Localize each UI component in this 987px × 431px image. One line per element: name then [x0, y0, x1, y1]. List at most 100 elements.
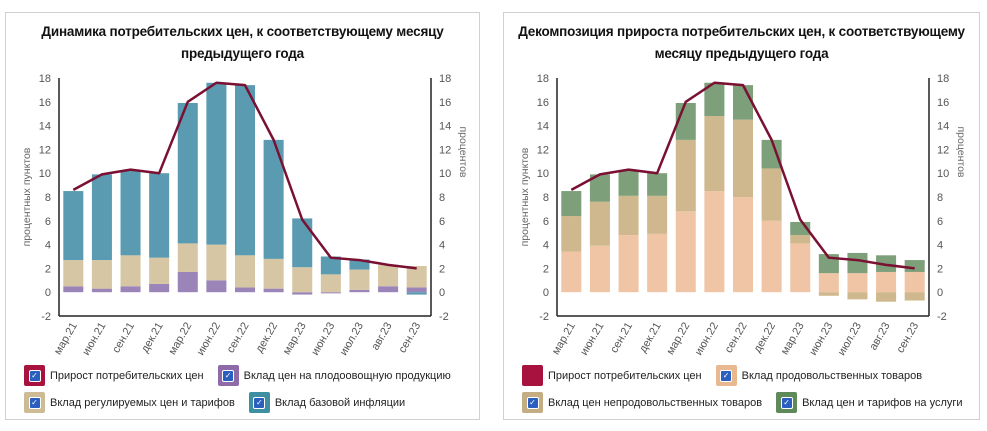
bar-segment [63, 191, 84, 261]
legend-item[interactable]: ✓ Вклад базовой инфляции [248, 392, 406, 413]
bar-segment [263, 258, 284, 289]
legend-checkbox[interactable]: ✓ [217, 365, 239, 386]
y-tick-label-left: 16 [39, 97, 51, 109]
legend-item[interactable]: ✓ Вклад продовольственных товаров [715, 365, 923, 386]
bar-segment [761, 139, 782, 169]
legend-checkbox[interactable] [522, 365, 543, 386]
legend-item[interactable]: ✓ Вклад цен непродовольственных товаров [522, 392, 762, 413]
legend-item[interactable]: Прирост потребительских цен [522, 365, 702, 386]
x-tick-label: сен.21 [110, 321, 137, 356]
legend-checkbox[interactable]: ✓ [248, 392, 270, 413]
y-tick-label-right: 4 [937, 240, 943, 252]
bar-segment [292, 218, 313, 268]
y-tick-label-right: 14 [937, 121, 949, 133]
y-tick-label-right: -2 [439, 311, 449, 323]
legend-label: Вклад продовольственных товаров [741, 369, 923, 382]
bar-segment [704, 191, 725, 293]
bar-segment [761, 168, 782, 221]
bar-segment [847, 273, 868, 293]
bar-segment [761, 220, 782, 293]
bar-segment [378, 264, 399, 287]
bar-segment [704, 82, 725, 117]
y-tick-label-left: 18 [39, 73, 51, 85]
y-tick-label-left: 0 [45, 287, 51, 299]
bar-segment [790, 243, 811, 293]
y-tick-label-right: 4 [439, 240, 445, 252]
legend-item[interactable]: ✓ Вклад цен на плодоовощную продукцию [217, 365, 451, 386]
chart-cpi-dynamics: -2 -2 0 0 2 2 4 4 6 6 8 8 10 10 12 12 14 14 16 16 18 18 процен… [21, 73, 469, 358]
x-tick-label: сен.22 [225, 321, 252, 356]
legend-label: Вклад базовой инфляции [274, 396, 406, 409]
bar-segment [234, 255, 256, 288]
bar-segment [732, 197, 754, 293]
bar-segment [589, 174, 610, 202]
legend-row: ✓ Вклад цен непродовольственных товаров ✓ В… [522, 392, 971, 413]
bar-segment [320, 292, 341, 294]
x-tick-label: июл.23 [836, 321, 864, 358]
y-tick-label-right: 18 [937, 73, 949, 85]
y-tick-label-right: 2 [937, 263, 943, 275]
x-tick-label: дек.22 [752, 321, 779, 355]
y-tick-label-left: 2 [543, 263, 549, 275]
legend-checkbox[interactable]: ✓ [715, 365, 737, 386]
y-tick-label-right: 12 [439, 144, 451, 156]
y-tick-label-left: 6 [45, 216, 51, 228]
bar-segment [234, 287, 256, 293]
bar-segment [349, 289, 370, 293]
bar-segment [91, 260, 112, 289]
y-tick-label-left: 2 [45, 263, 51, 275]
y-tick-label-left: 16 [537, 97, 549, 109]
bar-segment [349, 269, 370, 290]
legend-item[interactable]: ✓ Прирост потребительских цен [24, 365, 204, 386]
bar-segment [206, 280, 227, 293]
bar-segment [320, 256, 341, 275]
y-axis-title-right: процентов [955, 126, 967, 177]
x-tick-label: июн.21 [80, 321, 108, 358]
legend-checkbox[interactable]: ✓ [24, 392, 45, 413]
bar-segment [292, 267, 313, 293]
bar-segment [406, 287, 427, 293]
legend-label: Вклад регулируемых цен и тарифов [50, 396, 235, 409]
bar-segment [876, 292, 897, 302]
bar-segment [406, 292, 427, 295]
y-tick-label-left: 8 [543, 192, 549, 204]
bar-segment [149, 173, 170, 258]
y-tick-label-left: -2 [539, 311, 549, 323]
legend-checkbox[interactable]: ✓ [776, 392, 798, 413]
bar-segment [732, 119, 754, 197]
bar-segment [876, 271, 897, 293]
y-tick-label-left: 12 [537, 144, 549, 156]
cpi-growth-line [72, 81, 417, 270]
bar-segment [206, 82, 227, 245]
legend-checkbox[interactable]: ✓ [522, 392, 543, 413]
bar-segment [732, 85, 754, 120]
bar-segment [177, 102, 198, 244]
bar-segment [120, 255, 141, 287]
bar-segment [647, 233, 668, 293]
y-tick-label-right: 14 [439, 121, 451, 133]
bar-segment [904, 260, 925, 272]
checkmark-icon: ✓ [720, 369, 733, 382]
x-tick-label: дек.22 [254, 321, 281, 355]
bar-segment [561, 251, 582, 293]
legend-checkbox[interactable]: ✓ [24, 365, 45, 386]
chart-cpi-decomposition: -2 -2 0 0 2 2 4 4 6 6 8 8 10 10 12 12 14 14 16 16 18 18 процен… [519, 73, 967, 358]
checkmark-icon: ✓ [28, 396, 41, 409]
y-tick-label-right: -2 [937, 311, 947, 323]
bar-segment [618, 235, 639, 293]
x-tick-label: сен.21 [608, 321, 635, 356]
legend-item[interactable]: ✓ Вклад регулируемых цен и тарифов [24, 392, 235, 413]
y-tick-label-left: 14 [39, 121, 51, 133]
legend-row: Прирост потребительских цен ✓ Вклад продов… [522, 365, 971, 386]
bar-segment [206, 244, 227, 281]
legend-item[interactable]: ✓ Вклад цен и тарифов на услуги [776, 392, 963, 413]
bar-segment [904, 271, 925, 293]
bar-segment [847, 292, 868, 300]
chart-title: Декомпозиция прироста потребительских це… [518, 24, 965, 61]
cpi-growth-line [570, 81, 915, 270]
x-tick-label: июн.23 [309, 321, 337, 358]
bar-segment [618, 170, 639, 196]
bar-segment [63, 286, 84, 293]
bar-segment [406, 266, 427, 288]
x-tick-label: мар.23 [281, 321, 309, 357]
